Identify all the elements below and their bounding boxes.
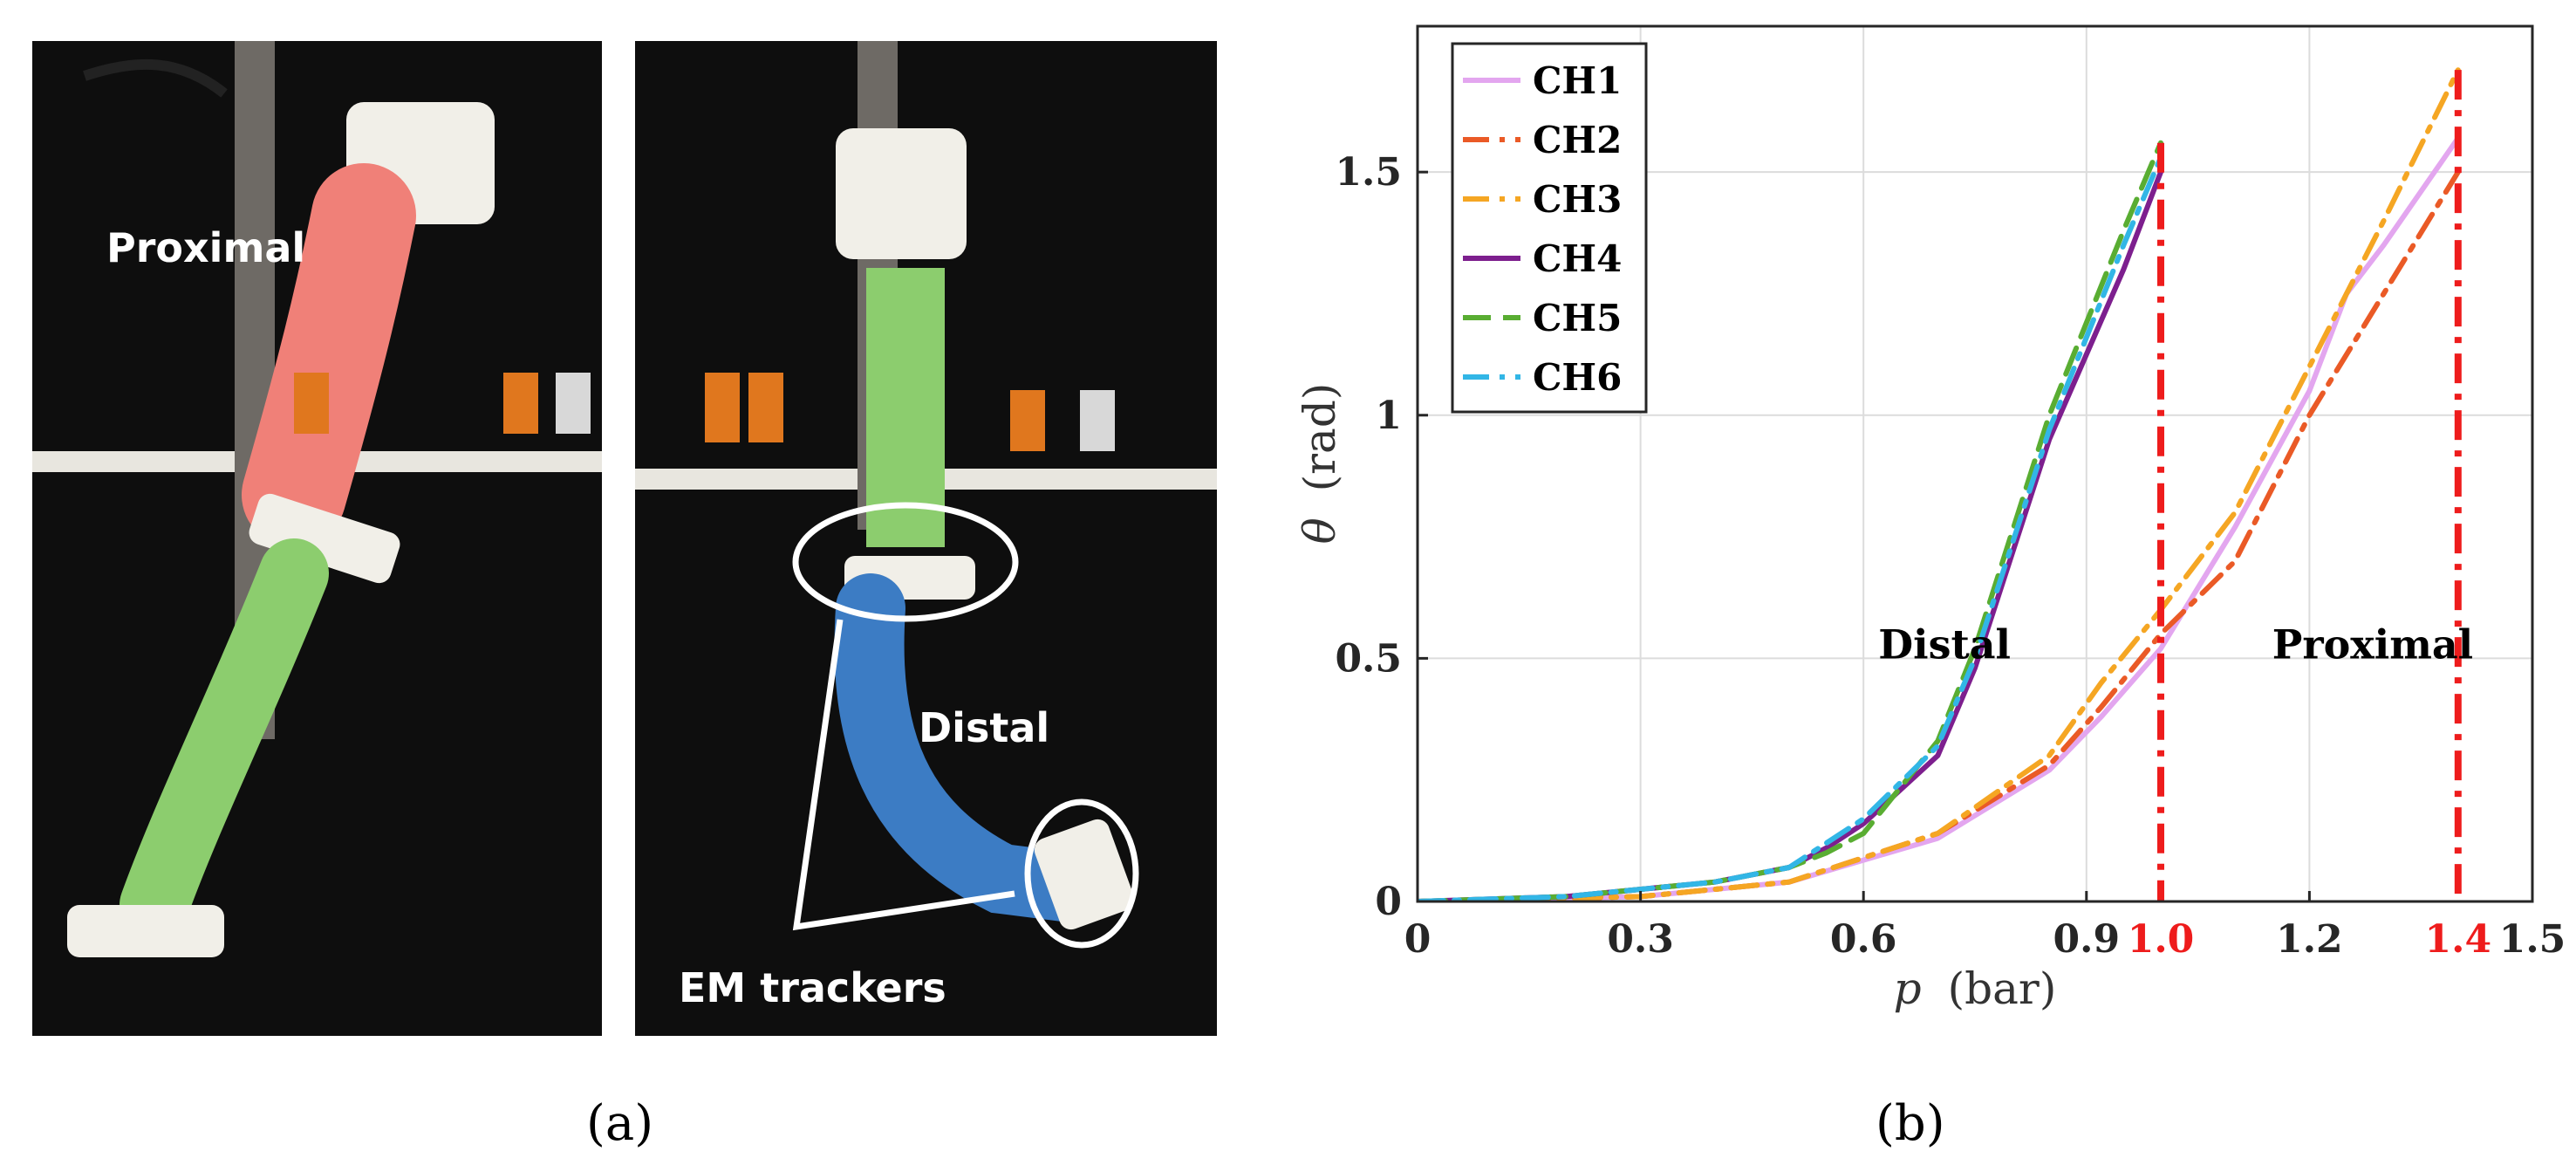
plot-frame	[1416, 24, 2534, 903]
legend-label: CH4	[1533, 237, 1622, 280]
x-tick-label: 1.5	[2499, 917, 2566, 962]
x-tick-label: 0.6	[1830, 917, 1897, 962]
vertical-marker-label: 1.0	[2128, 917, 2195, 962]
left-photo: Proximal	[32, 41, 602, 1036]
right-photo: Distal EM trackers	[635, 41, 1217, 1036]
right-photo-illustration	[635, 41, 1217, 1036]
x-axis-unit: (bar)	[1948, 963, 2057, 1014]
y-tick-label: 0.5	[1335, 636, 1402, 681]
y-axis-unit: (rad)	[1295, 383, 1345, 492]
y-tick-label: 1.5	[1335, 150, 1402, 195]
left-photo-illustration	[32, 41, 602, 1036]
y-tick-label: 0	[1375, 880, 1402, 924]
legend-label: CH5	[1533, 297, 1622, 339]
proximal-photo-label: Proximal	[106, 224, 306, 271]
legend: CH1 CH2 CH3 CH4 CH5 CH6	[1451, 42, 1648, 414]
series-line-ch6	[1418, 154, 2163, 901]
x-axis-variable: p	[1894, 963, 1922, 1014]
y-axis-variable: θ	[1295, 517, 1345, 544]
x-tick-label: 0	[1404, 917, 1431, 962]
y-axis-label: θ (rad)	[1295, 383, 1345, 545]
legend-label: CH3	[1533, 178, 1622, 221]
y-tick-label: 1	[1375, 394, 1402, 438]
ticks: 0 0.3 0.6 0.9 1.2 1.5 1.0 1.4 0 0.5 1 1.5	[1335, 150, 2566, 962]
x-tick-label: 0.3	[1607, 917, 1674, 962]
legend-label: CH2	[1533, 119, 1622, 161]
series-line-ch3	[1418, 67, 2461, 901]
x-tick-label: 0.9	[2053, 917, 2121, 962]
series-lines	[1418, 67, 2461, 901]
x-axis-label: p (bar)	[1894, 963, 2057, 1014]
annotations: Distal Proximal	[1878, 620, 2473, 668]
legend-box	[1451, 42, 1648, 414]
pressure-angle-chart: 0 0.3 0.6 0.9 1.2 1.5 1.0 1.4 0 0.5 1 1.5 Distal Pro…	[1295, 24, 2566, 1014]
chart-annotation: Distal	[1878, 620, 2011, 668]
panel-a-label: (a)	[586, 1095, 654, 1152]
legend-label: CH1	[1533, 59, 1622, 102]
panel-b-label: (b)	[1876, 1095, 1945, 1152]
legend-label: CH6	[1533, 356, 1622, 399]
x-tick-label: 1.2	[2276, 917, 2343, 962]
distal-photo-label: Distal	[919, 704, 1050, 751]
vertical-marker-label: 1.4	[2425, 917, 2492, 962]
vertical-markers	[2157, 70, 2462, 901]
em-trackers-photo-label: EM trackers	[679, 964, 946, 1011]
chart-annotation: Proximal	[2272, 620, 2473, 668]
